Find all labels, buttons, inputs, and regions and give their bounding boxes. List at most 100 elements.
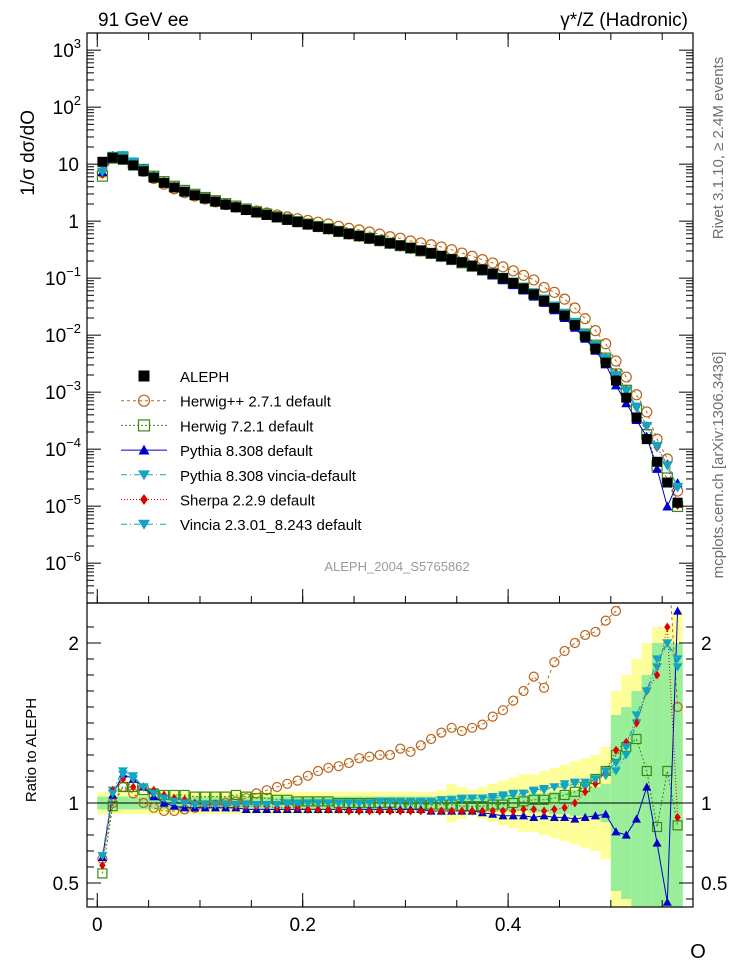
ratio-point [499, 806, 507, 816]
ratio-point [97, 852, 108, 861]
legend-label: Vincia 2.3.01_8.243 default [180, 517, 362, 534]
ratio-point [436, 796, 447, 805]
ratio-point [570, 814, 580, 823]
ratio-point [405, 797, 416, 806]
data-point [282, 214, 293, 225]
ratio-point [561, 803, 568, 813]
data-point [220, 199, 231, 210]
main-plot: 10−6 10−5 10−4 10−3 10−2 10−1 1 10 102 103 ALEPH He… [45, 32, 694, 604]
data-point [569, 320, 580, 331]
ratio-point [374, 797, 385, 806]
ratio-point [179, 799, 190, 808]
ratio-series-group [97, 591, 683, 906]
ratio-point [664, 622, 671, 632]
main-point [559, 293, 571, 305]
ratio-point [107, 789, 118, 798]
ratio-point [529, 812, 539, 821]
data-point [662, 477, 673, 488]
xtick-label: 0.2 [289, 915, 315, 936]
data-point [456, 257, 467, 268]
main-point [600, 338, 612, 350]
ratio-point [284, 803, 291, 813]
ratio-plot: 0.5 0.5 1 1 2 2 0 0.2 0.4 [53, 591, 727, 936]
main-ytick-label: 10−2 [45, 321, 81, 347]
main-line [101, 155, 679, 488]
ratio-point [621, 743, 632, 752]
ratio-ytick-label-right: 0.5 [701, 874, 727, 895]
y-axis-label-main: 1/σ dσ/dO [18, 110, 39, 196]
ratio-point [384, 749, 396, 761]
data-point [415, 245, 426, 256]
main-point [630, 389, 643, 401]
data-point [652, 456, 663, 467]
main-point [579, 313, 591, 325]
ratio-point [518, 789, 529, 798]
data-point [97, 156, 108, 167]
ratio-point [323, 762, 334, 773]
ratio-point [261, 785, 272, 796]
ratio-point [601, 809, 611, 818]
ratio-point [559, 645, 570, 657]
data-point [580, 331, 591, 342]
ratio-point [477, 719, 488, 730]
ratio-point [138, 783, 149, 792]
ratio-point [590, 626, 601, 637]
main-point [538, 281, 550, 294]
legend-item: Pythia 8.308 vincia-default [121, 468, 357, 485]
ratio-point [241, 801, 252, 810]
data-point [138, 166, 149, 177]
main-ytick-label: 10−6 [45, 549, 81, 575]
data-point [333, 226, 344, 237]
ratio-point [356, 806, 363, 816]
ratio-point [600, 767, 611, 776]
data-point [292, 216, 303, 227]
ratio-point [230, 801, 241, 810]
ratio-band-inner [651, 643, 663, 907]
ratio-point [551, 804, 558, 814]
ratio-point [487, 793, 498, 802]
ratio-point [469, 806, 476, 816]
legend-item: Herwig 7.2.1 default [121, 418, 314, 435]
data-point [313, 221, 324, 232]
ratio-point [292, 775, 303, 786]
legend-marker [137, 394, 151, 407]
main-point [476, 254, 489, 266]
main-ytick-label: 103 [53, 36, 81, 62]
legend-label: Pythia 8.308 default [180, 443, 313, 460]
xtick-label: 0.4 [495, 915, 522, 936]
main-point [96, 167, 108, 177]
data-point [241, 204, 252, 215]
main-ytick-label: 10−3 [45, 378, 81, 404]
ratio-point [107, 801, 118, 812]
ratio-point [159, 794, 169, 803]
ratio-point [611, 827, 621, 836]
data-point [395, 240, 406, 251]
ratio-point [582, 787, 589, 797]
legend-marker [138, 444, 150, 455]
ratio-point [343, 757, 355, 769]
main-ytick-label: 10 [58, 155, 79, 176]
ratio-point [528, 671, 539, 682]
ratio-point [427, 806, 435, 816]
ratio-point [376, 806, 383, 816]
main-point [487, 257, 499, 269]
data-point [426, 248, 437, 259]
ratio-point [611, 759, 621, 768]
ratio-point [622, 591, 631, 600]
data-point [436, 250, 447, 261]
legend-marker [138, 370, 150, 382]
ratio-band-inner [672, 643, 683, 907]
main-point [456, 247, 468, 259]
ratio-ytick-label: 0.5 [53, 874, 79, 895]
main-point [517, 269, 530, 281]
ratio-point [580, 629, 591, 641]
main-point [497, 261, 509, 273]
data-point [528, 289, 539, 300]
ratio-point [282, 778, 293, 789]
ratio-point [673, 606, 683, 615]
ratio-point [652, 655, 663, 664]
ratio-point [508, 695, 519, 706]
ratio-point [294, 803, 301, 813]
data-point [128, 160, 139, 171]
